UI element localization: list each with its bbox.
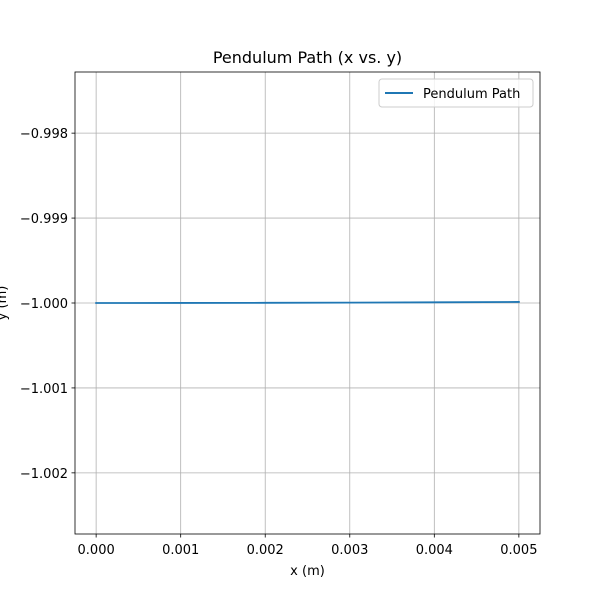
series-layer bbox=[95, 301, 520, 304]
y-tick-label: −0.998 bbox=[20, 127, 68, 142]
x-tick-label: 0.005 bbox=[500, 543, 537, 558]
chart-title: Pendulum Path (x vs. y) bbox=[213, 48, 402, 67]
x-tick-label: 0.004 bbox=[416, 543, 453, 558]
x-tick-label: 0.000 bbox=[78, 543, 115, 558]
legend-box bbox=[378, 78, 534, 108]
legend-label: Pendulum Path bbox=[423, 87, 520, 102]
y-tick-label: −1.000 bbox=[20, 297, 68, 312]
y-axis-label: y (m) bbox=[0, 286, 10, 321]
x-tick-label: 0.001 bbox=[162, 543, 199, 558]
x-tick-label: 0.002 bbox=[247, 543, 284, 558]
x-tick-label: 0.003 bbox=[331, 543, 368, 558]
y-tick-label: −1.002 bbox=[20, 467, 68, 482]
x-axis-label: x (m) bbox=[290, 564, 325, 579]
y-tick-label: −1.001 bbox=[20, 382, 68, 397]
ticks: 0.000 0.001 0.002 0.003 0.004 0.005 −0.998 −0.9… bbox=[20, 127, 538, 558]
legend: Pendulum Path bbox=[378, 78, 534, 108]
y-tick-label: −0.999 bbox=[20, 212, 68, 227]
series-line bbox=[95, 301, 520, 304]
